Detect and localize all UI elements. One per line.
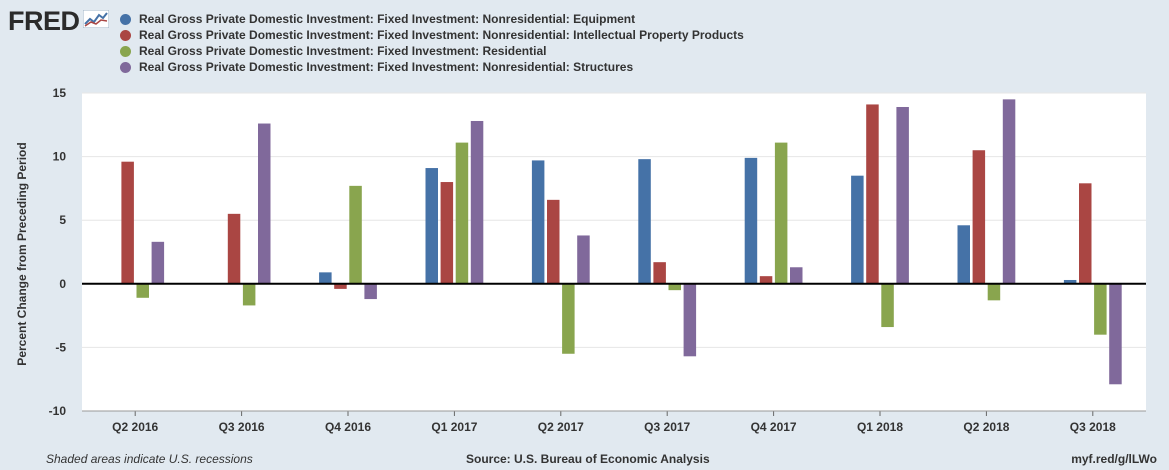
y-tick-label: 5 xyxy=(59,213,66,227)
bar-q2-2017-series-1[interactable] xyxy=(531,160,545,284)
y-tick-label: -10 xyxy=(49,404,67,418)
x-tick-label: Q3 2017 xyxy=(644,420,690,434)
source-note: Source: U.S. Bureau of Economic Analysis xyxy=(466,452,710,466)
x-tick-label: Q1 2017 xyxy=(431,420,477,434)
bar-q3-2016-series-3[interactable] xyxy=(242,283,256,306)
bar-q4-2016-series-4[interactable] xyxy=(364,283,377,300)
legend-label: Real Gross Private Domestic Investment: … xyxy=(139,60,634,74)
y-tick-label: -5 xyxy=(55,340,66,354)
x-tick-label: Q2 2018 xyxy=(963,420,1009,434)
bar-q1-2018-series-2[interactable] xyxy=(866,104,879,284)
bar-q4-2017-series-1[interactable] xyxy=(744,157,758,284)
recessions-note: Shaded areas indicate U.S. recessions xyxy=(46,452,253,466)
bar-q4-2016-series-2[interactable] xyxy=(334,283,347,289)
legend-item[interactable]: Real Gross Private Domestic Investment: … xyxy=(120,59,744,75)
fred-logo-text: FRED xyxy=(8,6,80,36)
y-tick-label: 15 xyxy=(53,86,67,100)
x-tick-label: Q4 2016 xyxy=(325,420,371,434)
bar-q3-2017-series-3[interactable] xyxy=(668,283,682,291)
bars xyxy=(121,99,1122,385)
bar-q3-2017-series-2[interactable] xyxy=(653,262,666,284)
bar-q4-2016-series-3[interactable] xyxy=(349,185,362,284)
legend-label: Real Gross Private Domestic Investment: … xyxy=(139,28,744,42)
legend-item[interactable]: Real Gross Private Domestic Investment: … xyxy=(120,11,744,27)
legend-dot-icon xyxy=(120,45,131,57)
bar-q4-2017-series-2[interactable] xyxy=(759,276,773,284)
x-tick-label: Q3 2018 xyxy=(1070,420,1116,434)
bar-q2-2016-series-2[interactable] xyxy=(121,161,134,284)
bar-q1-2017-series-1[interactable] xyxy=(425,168,439,284)
legend-dot-icon xyxy=(120,29,131,41)
bar-q2-2018-series-1[interactable] xyxy=(957,225,971,284)
bar-q3-2018-series-4[interactable] xyxy=(1109,283,1122,385)
bar-q3-2016-series-4[interactable] xyxy=(258,123,271,284)
bar-q2-2018-series-2[interactable] xyxy=(972,150,986,284)
bar-q1-2017-series-4[interactable] xyxy=(470,120,484,284)
legend-dot-icon xyxy=(120,61,131,73)
bar-q2-2017-series-4[interactable] xyxy=(577,235,590,284)
axes: -10 -5 0 5 10 15 Q2 2016 Q3 2016 Q4 2016 Q1 2017 Q… xyxy=(49,86,1146,434)
bar-q3-2017-series-4[interactable] xyxy=(683,283,697,357)
legend-label: Real Gross Private Domestic Investment: … xyxy=(139,12,636,26)
bar-q1-2018-series-4[interactable] xyxy=(896,106,909,284)
bar-q1-2018-series-1[interactable] xyxy=(851,175,864,284)
plot-background xyxy=(82,93,1146,411)
x-tick-label: Q4 2017 xyxy=(751,420,797,434)
bar-q3-2018-series-2[interactable] xyxy=(1079,183,1092,284)
bar-q2-2016-series-4[interactable] xyxy=(151,241,165,284)
bar-q2-2018-series-4[interactable] xyxy=(1002,99,1016,284)
legend-label: Real Gross Private Domestic Investment: … xyxy=(139,44,547,58)
legend-item[interactable]: Real Gross Private Domestic Investment: … xyxy=(120,27,744,43)
bar-q3-2018-series-3[interactable] xyxy=(1094,283,1107,335)
y-tick-label: 10 xyxy=(53,150,67,164)
x-tick-label: Q3 2016 xyxy=(219,420,265,434)
bar-q4-2016-series-1[interactable] xyxy=(319,272,332,284)
bar-q2-2017-series-3[interactable] xyxy=(562,283,575,354)
x-tick-label: Q2 2016 xyxy=(112,420,158,434)
legend-dot-icon xyxy=(120,13,131,25)
bar-q1-2018-series-3[interactable] xyxy=(881,283,894,328)
bar-q3-2016-series-2[interactable] xyxy=(227,213,241,284)
bar-q1-2017-series-3[interactable] xyxy=(455,142,469,284)
y-axis-title: Percent Change from Preceding Period xyxy=(15,142,29,365)
bar-q3-2017-series-1[interactable] xyxy=(638,159,651,284)
short-url-link[interactable]: myf.red/g/lLWo xyxy=(1071,452,1157,466)
x-tick-label: Q2 2017 xyxy=(538,420,584,434)
bar-q2-2016-series-3[interactable] xyxy=(136,283,150,298)
bar-q4-2017-series-3[interactable] xyxy=(774,142,788,284)
bar-q3-2018-series-1[interactable] xyxy=(1063,279,1077,284)
bar-q2-2017-series-2[interactable] xyxy=(547,199,560,284)
y-tick-label: 0 xyxy=(59,277,66,291)
legend-item[interactable]: Real Gross Private Domestic Investment: … xyxy=(120,43,744,59)
bar-q1-2017-series-2[interactable] xyxy=(440,182,454,284)
bar-q2-2018-series-3[interactable] xyxy=(987,283,1001,301)
chart-legend: Real Gross Private Domestic Investment: … xyxy=(120,11,744,75)
bar-q4-2017-series-4[interactable] xyxy=(790,267,803,284)
x-tick-label: Q1 2018 xyxy=(857,420,903,434)
